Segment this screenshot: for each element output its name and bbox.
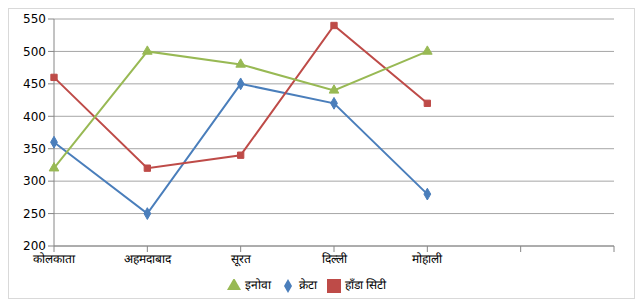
html-text:इनोवा: इनोवा xyxy=(244,278,271,292)
svg-text:मोहाली: मोहाली xyxy=(412,252,443,266)
svg-text:450: 450 xyxy=(23,77,46,91)
svg-text:550: 550 xyxy=(23,12,46,26)
svg-text:400: 400 xyxy=(23,110,46,124)
svg-text:अहमदाबाद: अहमदाबाद xyxy=(124,252,172,266)
svg-text:दिल्ली: दिल्ली xyxy=(322,252,348,266)
svg-text:सूरत: सूरत xyxy=(231,252,252,267)
svg-text:कोलकाता: कोलकाता xyxy=(33,252,76,266)
svg-text:200: 200 xyxy=(23,239,46,253)
svg-text:350: 350 xyxy=(23,142,46,156)
svg-text:300: 300 xyxy=(23,174,46,188)
svg-text:250: 250 xyxy=(23,207,46,221)
html-text:हॉंडा सिटी: हॉंडा सिटी xyxy=(344,278,387,292)
svg-text:500: 500 xyxy=(23,45,46,59)
html-text:क्रेटा: क्रेटा xyxy=(298,278,317,292)
